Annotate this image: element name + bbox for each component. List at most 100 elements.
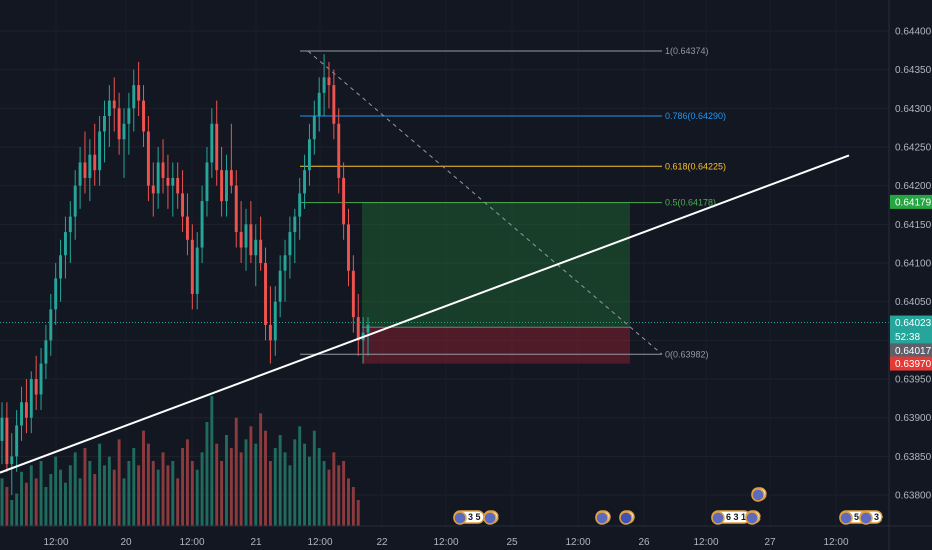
volume-bar bbox=[44, 487, 48, 526]
trendline-line[interactable] bbox=[0, 154, 850, 474]
candle-body bbox=[185, 216, 189, 240]
candle-body bbox=[278, 270, 282, 302]
candle-body bbox=[303, 170, 307, 194]
badge-count: 3 5 3 bbox=[468, 512, 488, 522]
event-badge[interactable]: 6 bbox=[483, 510, 503, 525]
us-flag-icon bbox=[839, 511, 853, 525]
price-axis[interactable]: 0.64400 0.64350 0.64300 0.64250 0.64200 0.641… bbox=[888, 0, 932, 550]
candle-body bbox=[107, 100, 111, 117]
volume-bar bbox=[88, 461, 92, 526]
candle-body bbox=[312, 116, 316, 140]
event-badge[interactable]: 6 3 1 2 bbox=[711, 510, 754, 525]
candle-body bbox=[34, 379, 38, 395]
volume-bar bbox=[342, 461, 346, 526]
volume-bar bbox=[347, 478, 350, 526]
volume-bar bbox=[254, 443, 258, 526]
volume-bar bbox=[176, 478, 180, 526]
badge-count: 3 bbox=[610, 512, 615, 522]
volume-bar bbox=[171, 461, 175, 526]
volume-bar bbox=[239, 452, 243, 526]
price-tag bbox=[890, 343, 932, 358]
volume-bar bbox=[293, 439, 297, 526]
candle-body bbox=[244, 224, 248, 248]
fib-level-label: 0.5(0.64178) bbox=[665, 198, 716, 208]
candlesticks bbox=[0, 54, 370, 496]
fib-level-label: 0(0.63982) bbox=[665, 349, 709, 359]
candle-body bbox=[98, 131, 102, 171]
candle-body bbox=[59, 255, 63, 279]
event-badge[interactable]: 8 bbox=[751, 487, 771, 502]
event-badge[interactable]: 3 2 bbox=[859, 510, 887, 525]
volume-bar bbox=[73, 452, 77, 526]
volume-bar bbox=[24, 482, 28, 526]
volume-bar bbox=[117, 439, 121, 526]
fib-level-label: 0.618(0.64225) bbox=[665, 161, 726, 171]
volume-bar bbox=[166, 465, 170, 526]
trendline[interactable] bbox=[0, 154, 850, 474]
time-tick-label: 12:00 bbox=[307, 537, 332, 548]
candle-body bbox=[49, 309, 53, 341]
candle-body bbox=[151, 185, 155, 194]
time-tick-label: 20 bbox=[120, 537, 132, 548]
us-flag-icon bbox=[711, 511, 725, 525]
candle-body bbox=[5, 417, 9, 465]
volume-bar bbox=[146, 443, 150, 526]
us-flag-icon bbox=[483, 511, 497, 525]
candle-body bbox=[103, 116, 106, 132]
candle-body bbox=[15, 425, 19, 457]
candle-body bbox=[298, 193, 302, 217]
volume-bar bbox=[337, 465, 341, 526]
stop-zone[interactable] bbox=[362, 327, 630, 364]
long-position-tool[interactable] bbox=[362, 201, 630, 364]
candle-body bbox=[137, 85, 141, 101]
candle-body bbox=[322, 77, 326, 93]
volume-bar bbox=[215, 443, 219, 526]
price-tag bbox=[890, 356, 932, 371]
event-badge[interactable]: 3 5 3 bbox=[453, 510, 488, 525]
time-axis[interactable]: 12:00 20 12:00 21 12:00 22 12:00 25 12:00 26 12:00… bbox=[0, 525, 932, 548]
candle-body bbox=[273, 301, 277, 341]
price-tick-label: 0.64050 bbox=[895, 297, 932, 308]
candle-body bbox=[342, 177, 346, 225]
candle-body bbox=[234, 185, 238, 233]
candle-body bbox=[122, 123, 126, 140]
price-tag bbox=[890, 194, 932, 209]
fibonacci-retracement[interactable]: 1(0.64374) 0.786(0.64290) 0.618(0.64225) 0.… bbox=[300, 46, 726, 359]
candle-body bbox=[142, 100, 145, 132]
price-tag-label: 0.63970 bbox=[895, 359, 932, 370]
event-badge[interactable]: 4 bbox=[745, 510, 765, 525]
candle-body bbox=[176, 177, 180, 194]
event-badge[interactable]: 2 bbox=[619, 510, 639, 525]
badge-count: 6 bbox=[498, 512, 503, 522]
volume-bar bbox=[195, 469, 199, 526]
volume-bar bbox=[181, 448, 185, 526]
badge-count: 2 bbox=[634, 512, 639, 522]
candle-body bbox=[68, 216, 72, 233]
volume-bar bbox=[210, 396, 214, 526]
volume-bar bbox=[5, 487, 9, 526]
candle-body bbox=[166, 177, 170, 186]
profit-zone[interactable] bbox=[362, 201, 630, 328]
volume-bar bbox=[229, 448, 233, 526]
price-tick-label: 0.64350 bbox=[895, 65, 932, 76]
price-tick-label: 0.64400 bbox=[895, 26, 932, 37]
volume-bar bbox=[39, 461, 43, 526]
candle-body bbox=[249, 224, 253, 256]
price-tick-label: 0.64250 bbox=[895, 142, 932, 153]
volume-bar bbox=[322, 461, 326, 526]
volume-bar bbox=[78, 478, 82, 526]
volume-bar bbox=[327, 469, 331, 526]
volume-bars bbox=[0, 396, 360, 526]
volume-bar bbox=[59, 469, 63, 526]
volume-bar bbox=[307, 456, 311, 526]
volume-bar bbox=[98, 443, 102, 526]
candle-body bbox=[293, 216, 297, 233]
fib-trend-line bbox=[307, 50, 663, 355]
candle-body bbox=[351, 270, 355, 318]
volume-bar bbox=[259, 413, 263, 526]
candle-body bbox=[44, 340, 48, 364]
time-tick-label: 12:00 bbox=[179, 537, 204, 548]
event-badge[interactable]: 3 bbox=[595, 510, 615, 525]
